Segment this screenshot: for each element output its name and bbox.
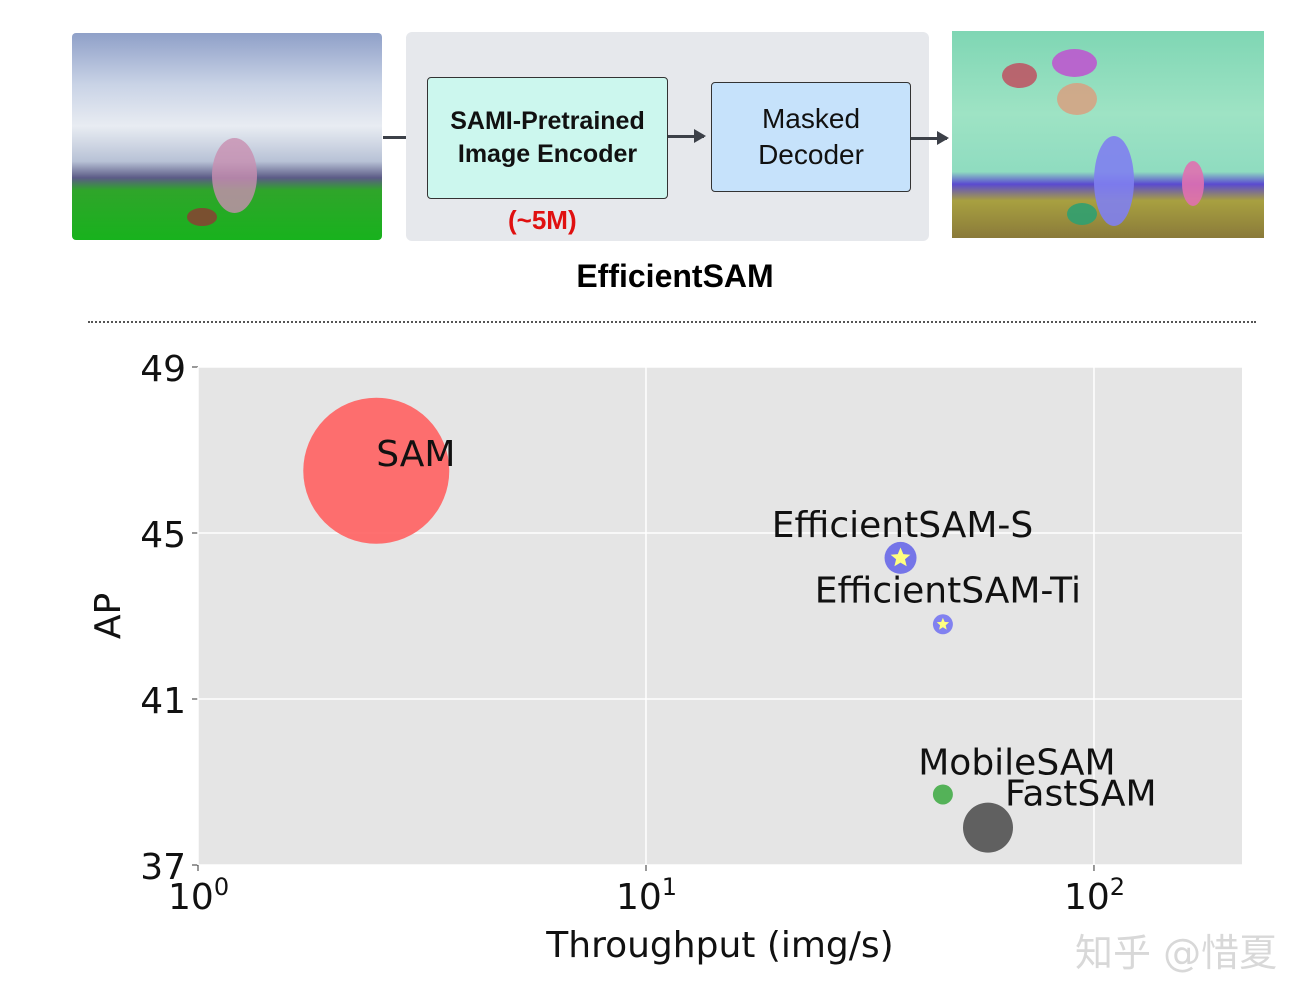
star-icon	[890, 547, 911, 567]
x-tick-exponent: 2	[1110, 873, 1125, 901]
y-axis-label: AP	[88, 593, 129, 639]
point-label: MobileSAM	[918, 742, 1115, 783]
arrow-icon	[668, 129, 706, 143]
masked-decoder-box: Masked Decoder	[711, 82, 911, 192]
decoder-label: Masked	[761, 103, 861, 134]
x-axis-label: Throughput (img/s)	[545, 925, 893, 966]
x-tick-exponent: 1	[662, 873, 677, 901]
y-tick-label: 49	[140, 349, 186, 390]
star-icon	[936, 617, 950, 630]
data-point-sam	[303, 397, 450, 544]
data-point-fastsam	[962, 802, 1013, 853]
watermark: 知乎 @惜夏	[1075, 931, 1278, 975]
x-tick-label: 101	[616, 873, 677, 918]
input-image	[72, 33, 382, 240]
point-label: EfficientSAM-Ti	[815, 570, 1081, 611]
x-tick-base: 10	[1064, 877, 1110, 918]
y-tick-label: 37	[140, 847, 186, 888]
image-encoder-box: SAMI-Pretrained Image Encoder	[427, 77, 668, 199]
data-point-mobilesam	[932, 784, 953, 805]
x-tick-base: 10	[168, 877, 214, 918]
segmented-output-image	[952, 31, 1264, 238]
decoder-label-2: Decoder	[758, 139, 864, 170]
diagram-title: EfficientSAM	[576, 258, 774, 294]
x-tick-label: 100	[168, 873, 229, 918]
point-label: FastSAM	[1005, 774, 1157, 815]
x-tick-exponent: 0	[214, 873, 229, 901]
x-tick-base: 10	[616, 877, 662, 918]
encoder-params: (~5M)	[508, 205, 577, 235]
point-label: SAM	[376, 434, 455, 475]
y-tick-label: 41	[140, 681, 186, 722]
arrow-icon	[911, 131, 949, 145]
point-label: EfficientSAM-S	[772, 505, 1033, 546]
dotted-divider	[88, 321, 1256, 323]
encoder-label-2: Image Encoder	[457, 140, 638, 168]
x-tick-label: 102	[1064, 873, 1125, 918]
y-tick-label: 45	[140, 515, 186, 556]
encoder-label: SAMI-Pretrained	[450, 107, 645, 135]
